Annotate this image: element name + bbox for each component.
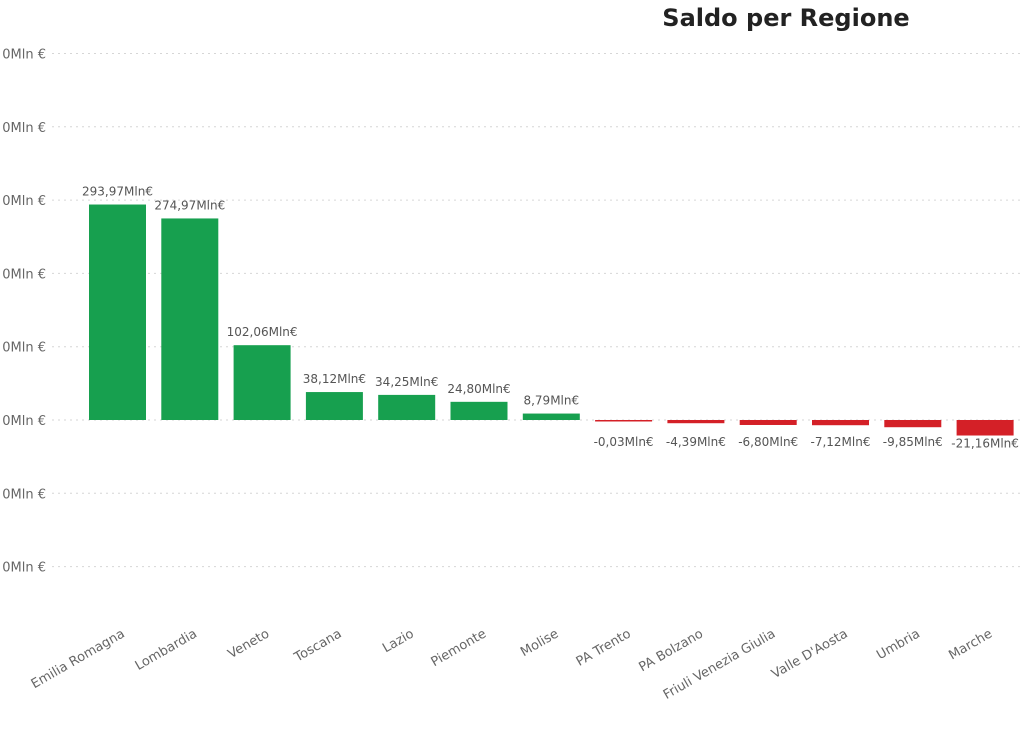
x-tick-label: Molise <box>518 626 561 660</box>
data-label: 274,97Mln€ <box>154 198 225 212</box>
chart-title: Saldo per Regione <box>662 4 909 32</box>
bar[interactable] <box>667 420 725 424</box>
y-tick-label: 0Mln € <box>2 341 46 356</box>
bar[interactable] <box>378 394 436 420</box>
x-tick-label: Lombardia <box>133 626 200 673</box>
data-label: 24,80Mln€ <box>447 382 510 396</box>
bar[interactable] <box>233 345 291 420</box>
x-tick-label: Marche <box>946 626 995 663</box>
data-label: 38,12Mln€ <box>303 372 366 386</box>
data-label: -4,39Mln€ <box>666 435 726 449</box>
y-tick-label: 0Mln € <box>2 267 46 282</box>
y-tick-label: 0Mln € <box>2 561 46 576</box>
bar[interactable] <box>305 392 363 420</box>
data-label: 293,97Mln€ <box>82 185 153 199</box>
bar[interactable] <box>161 218 219 420</box>
y-axis-tick-labels: 0Mln € 0Mln € 0Mln € 0Mln € 0Mln € 0Mln € 0Mln… <box>2 48 46 576</box>
x-tick-label: PA Bolzano <box>636 626 705 675</box>
y-tick-label: 0Mln € <box>2 414 46 429</box>
bar[interactable] <box>739 420 797 425</box>
bar[interactable] <box>522 413 580 420</box>
data-label: -6,80Mln€ <box>738 435 798 449</box>
data-label: -21,16Mln€ <box>951 437 1019 451</box>
bar[interactable] <box>884 420 942 428</box>
bar[interactable] <box>595 420 653 422</box>
x-tick-label: Veneto <box>225 626 272 662</box>
y-tick-label: 0Mln € <box>2 121 46 136</box>
bars <box>89 204 1014 436</box>
bar[interactable] <box>89 204 146 420</box>
x-tick-label: PA Trento <box>574 626 634 669</box>
x-tick-label: Lazio <box>380 626 417 656</box>
data-label: -9,85Mln€ <box>883 435 943 449</box>
bar[interactable] <box>450 401 508 420</box>
y-tick-label: 0Mln € <box>2 48 46 63</box>
data-label: 8,79Mln€ <box>523 394 579 408</box>
bar[interactable] <box>956 420 1014 436</box>
x-tick-label: Toscana <box>291 626 344 665</box>
x-tick-label: Valle D'Aosta <box>769 626 850 682</box>
data-label: -7,12Mln€ <box>811 435 871 449</box>
x-axis-tick-labels: Emilia Romagna Lombardia Veneto Toscana Lazi… <box>29 626 995 702</box>
bar[interactable] <box>812 420 869 426</box>
data-label: -0,03Mln€ <box>594 435 654 449</box>
y-tick-label: 0Mln € <box>2 487 46 502</box>
data-label: 102,06Mln€ <box>227 325 298 339</box>
x-tick-label: Emilia Romagna <box>29 626 128 692</box>
data-labels: 293,97Mln€274,97Mln€ 102,06Mln€ 38,12Mln€ 3… <box>82 185 1019 451</box>
x-tick-label: Piemonte <box>429 626 489 670</box>
x-tick-label: Umbria <box>874 626 923 663</box>
y-tick-label: 0Mln € <box>2 194 46 209</box>
data-label: 34,25Mln€ <box>375 375 438 389</box>
